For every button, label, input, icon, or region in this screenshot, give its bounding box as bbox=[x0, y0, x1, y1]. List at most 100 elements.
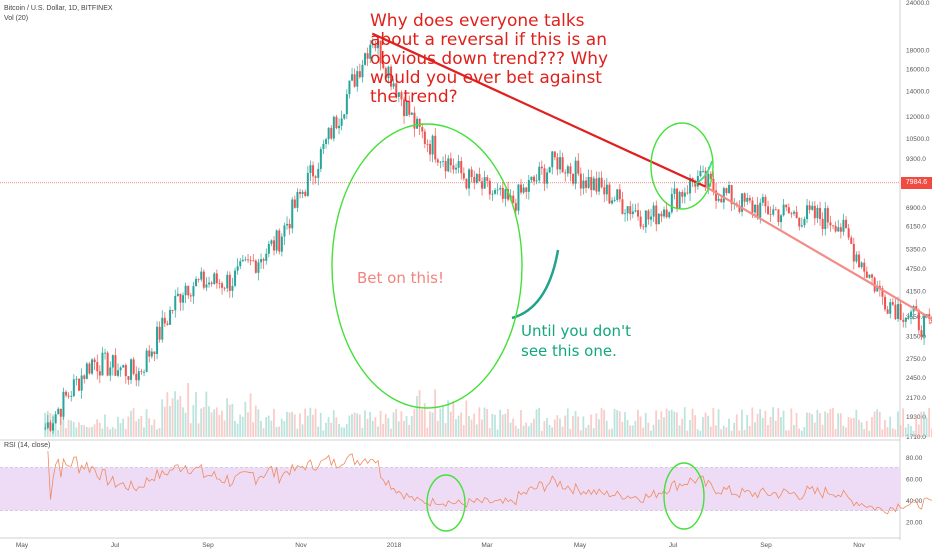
candle-body bbox=[709, 173, 712, 179]
candle-body bbox=[767, 206, 770, 215]
candle-body bbox=[98, 371, 101, 376]
volume-bar bbox=[561, 426, 564, 437]
volume-bar bbox=[143, 427, 145, 437]
candle-body bbox=[595, 178, 598, 192]
candle-body bbox=[184, 285, 187, 296]
candle-body bbox=[327, 127, 330, 140]
candle-body bbox=[803, 219, 806, 226]
volume-bar bbox=[587, 424, 590, 437]
candle-body bbox=[449, 158, 452, 166]
candle-body bbox=[52, 423, 55, 431]
candle-body bbox=[179, 293, 182, 303]
volume-bar bbox=[257, 409, 260, 437]
volume-bar bbox=[678, 425, 681, 437]
volume-bar bbox=[442, 405, 444, 437]
candle-body bbox=[743, 193, 746, 202]
candle-body bbox=[171, 310, 174, 311]
price-tick-label: 3550.0 bbox=[906, 314, 926, 321]
candle-body bbox=[642, 226, 645, 228]
volume-bar bbox=[707, 415, 710, 437]
volume-bar bbox=[413, 409, 416, 437]
candle-body bbox=[923, 316, 926, 337]
volume-bar bbox=[145, 409, 148, 437]
volume-bar bbox=[215, 407, 218, 437]
candle-body bbox=[780, 215, 783, 223]
volume-bar bbox=[694, 415, 697, 437]
candle-body bbox=[699, 170, 702, 177]
volume-bar bbox=[871, 417, 873, 437]
volume-bar bbox=[858, 419, 860, 437]
volume-bar bbox=[156, 429, 158, 437]
volume-bar bbox=[639, 416, 642, 437]
candle-body bbox=[522, 187, 525, 193]
candle-body bbox=[293, 199, 296, 208]
volume-bar bbox=[850, 418, 853, 437]
candle-body bbox=[226, 274, 229, 289]
volume-bar bbox=[785, 430, 788, 437]
price-tick-label: 2450.0 bbox=[906, 375, 926, 382]
volume-bar bbox=[135, 421, 138, 437]
volume-bar bbox=[91, 426, 93, 437]
candle-body bbox=[876, 285, 879, 292]
price-tick-label: 18000.0 bbox=[906, 47, 930, 54]
rsi-tick-label: 20.00 bbox=[906, 519, 923, 526]
volume-bar bbox=[234, 420, 236, 437]
volume-bar bbox=[309, 407, 312, 437]
candle-body bbox=[772, 209, 775, 215]
candle-body bbox=[96, 362, 99, 372]
volume-bar bbox=[878, 411, 881, 437]
volume-bar bbox=[366, 418, 369, 437]
volume-bar bbox=[444, 423, 447, 437]
volume-bar bbox=[54, 416, 57, 437]
time-tick-label: Jul bbox=[669, 542, 678, 549]
volume-bar bbox=[109, 429, 112, 437]
candle-body bbox=[626, 206, 629, 214]
volume-bar bbox=[616, 410, 619, 437]
candle-body bbox=[756, 204, 759, 218]
volume-bar bbox=[806, 412, 808, 437]
candle-body bbox=[774, 209, 777, 211]
volume-bar bbox=[624, 412, 626, 437]
volume-bar bbox=[509, 422, 512, 437]
candle-body bbox=[234, 270, 237, 286]
candle-body bbox=[681, 192, 684, 197]
volume-bar bbox=[301, 424, 304, 437]
volume-bar bbox=[813, 422, 816, 437]
volume-bar bbox=[460, 412, 463, 437]
candle-body bbox=[520, 184, 523, 193]
volume-bar bbox=[514, 425, 517, 437]
volume-bar bbox=[832, 408, 834, 437]
candle-body bbox=[712, 178, 715, 191]
candle-body bbox=[616, 189, 619, 201]
candle-body bbox=[332, 116, 335, 139]
candle-body bbox=[153, 351, 156, 355]
candle-body bbox=[127, 376, 130, 380]
rsi-tick-label: 80.00 bbox=[906, 455, 923, 462]
volume-bar bbox=[163, 406, 166, 437]
volume-bar bbox=[728, 418, 730, 437]
candle-body bbox=[858, 254, 861, 268]
candle-body bbox=[228, 274, 231, 291]
time-tick-label: Sep bbox=[760, 542, 772, 549]
volume-bar bbox=[795, 412, 798, 437]
candle-body bbox=[631, 211, 634, 215]
candle-body bbox=[286, 223, 289, 226]
volume-bar bbox=[629, 425, 632, 437]
volume-bar bbox=[902, 408, 905, 437]
candle-body bbox=[533, 176, 536, 182]
volume-bar bbox=[904, 427, 907, 437]
candle-body bbox=[579, 173, 582, 189]
volume-bar bbox=[228, 404, 231, 437]
candle-body bbox=[826, 208, 829, 223]
volume-bar bbox=[891, 428, 894, 437]
candle-body bbox=[309, 165, 312, 173]
candle-body bbox=[70, 396, 73, 397]
time-tick-label: Sep bbox=[202, 542, 214, 549]
volume-bar bbox=[327, 417, 330, 437]
candle-body bbox=[676, 188, 679, 209]
candle-body bbox=[257, 262, 260, 273]
volume-bar bbox=[192, 405, 195, 437]
candle-body bbox=[455, 167, 458, 170]
candle-body bbox=[348, 80, 351, 95]
volume-bar bbox=[780, 417, 782, 437]
